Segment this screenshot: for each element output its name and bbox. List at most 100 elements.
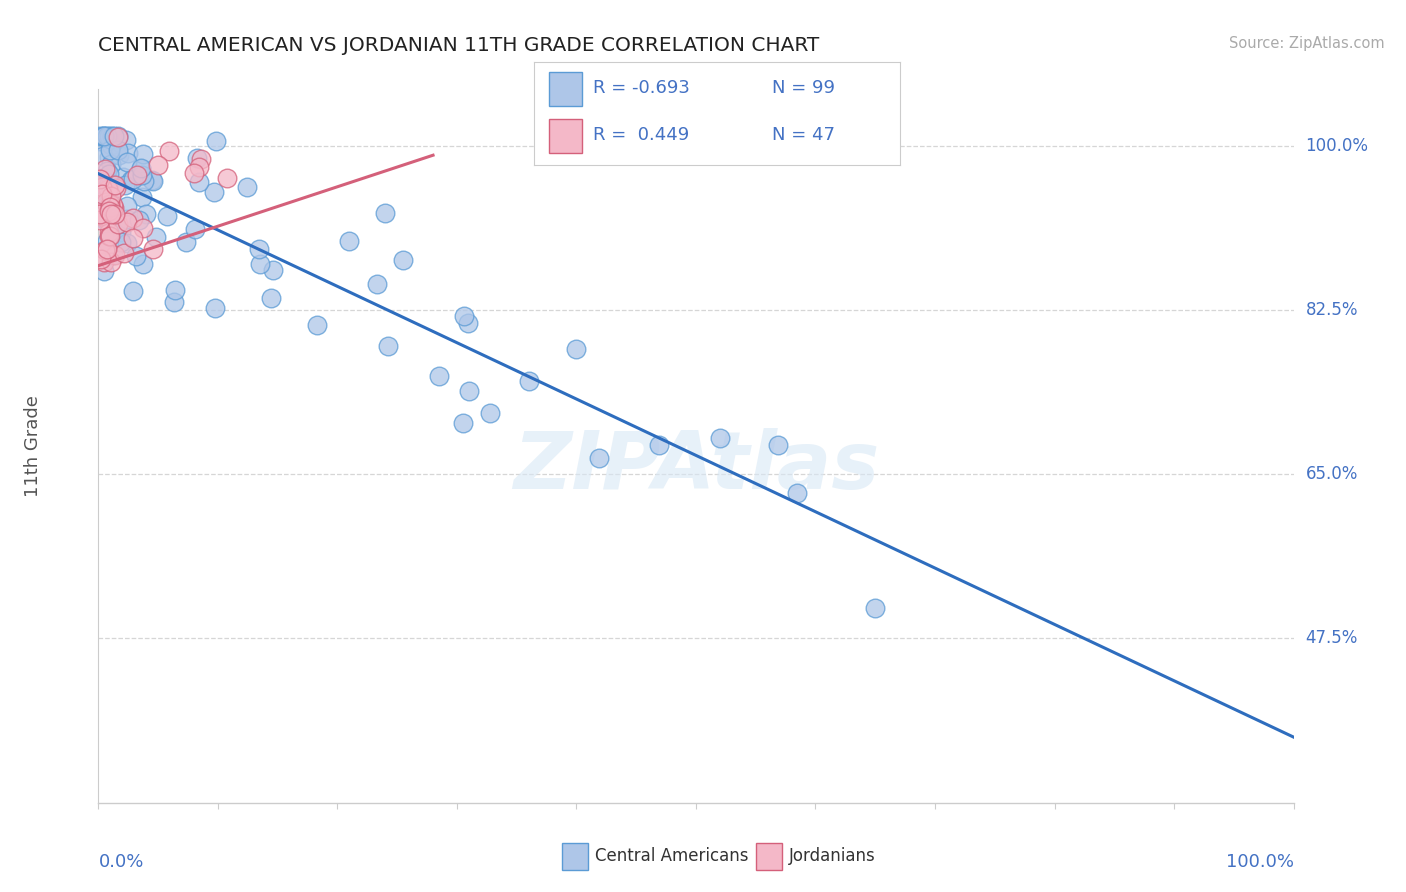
Point — [588, 451, 610, 466]
Point — [163, 283, 186, 297]
Point — [135, 207, 157, 221]
Point — [107, 143, 129, 157]
Point — [117, 215, 139, 229]
Point — [121, 231, 143, 245]
Point — [453, 309, 475, 323]
Point — [131, 161, 153, 176]
Point — [93, 264, 115, 278]
Point — [96, 212, 118, 227]
Text: 47.5%: 47.5% — [1305, 630, 1358, 648]
Point — [107, 129, 129, 144]
Text: 100.0%: 100.0% — [1305, 136, 1368, 154]
Point — [142, 242, 165, 256]
Point — [103, 198, 125, 212]
Point — [101, 203, 124, 218]
Point — [215, 170, 238, 185]
Point — [131, 190, 153, 204]
Point — [129, 161, 152, 176]
Point — [100, 157, 122, 171]
Text: Jordanians: Jordanians — [789, 847, 876, 865]
Point — [263, 263, 285, 277]
Point — [249, 257, 271, 271]
Point — [107, 217, 129, 231]
Point — [100, 207, 122, 221]
Text: R = -0.693: R = -0.693 — [593, 79, 690, 97]
Point — [98, 129, 121, 144]
Point — [142, 174, 165, 188]
Point — [478, 407, 501, 421]
Point — [339, 235, 361, 249]
Point — [648, 438, 671, 452]
Point — [97, 150, 120, 164]
Point — [260, 291, 283, 305]
Point — [103, 207, 125, 221]
Bar — [548, 71, 582, 105]
Point — [93, 129, 115, 144]
Point — [145, 230, 167, 244]
Point — [121, 172, 143, 186]
Point — [184, 222, 207, 236]
Point — [89, 171, 111, 186]
Point — [114, 178, 136, 192]
Point — [94, 192, 117, 206]
Point — [93, 255, 115, 269]
Point — [768, 438, 790, 452]
Point — [97, 225, 120, 239]
Point — [103, 201, 125, 215]
Point — [188, 175, 211, 189]
Point — [91, 179, 114, 194]
Text: N = 99: N = 99 — [772, 79, 835, 97]
Point — [93, 204, 115, 219]
Point — [97, 181, 120, 195]
Text: CENTRAL AMERICAN VS JORDANIAN 11TH GRADE CORRELATION CHART: CENTRAL AMERICAN VS JORDANIAN 11TH GRADE… — [98, 36, 820, 54]
Point — [110, 235, 132, 250]
Point — [100, 138, 122, 153]
Point — [91, 129, 114, 144]
Point — [93, 129, 115, 144]
Point — [236, 180, 259, 194]
Point — [96, 243, 118, 257]
Point — [90, 197, 112, 211]
Point — [98, 143, 121, 157]
Point — [100, 255, 122, 269]
Point — [98, 167, 121, 181]
Point — [115, 154, 138, 169]
Point — [457, 316, 479, 330]
Point — [112, 245, 135, 260]
Point — [131, 168, 153, 182]
Point — [104, 219, 127, 233]
Text: 0.0%: 0.0% — [98, 853, 143, 871]
Point — [134, 174, 156, 188]
Point — [89, 205, 111, 219]
Point — [204, 301, 226, 315]
Point — [115, 235, 138, 250]
Point — [97, 204, 120, 219]
Text: ZIPAtlas: ZIPAtlas — [513, 428, 879, 507]
Point — [98, 176, 121, 190]
Text: N = 47: N = 47 — [772, 127, 835, 145]
Point — [91, 184, 114, 198]
Point — [105, 180, 128, 194]
Point — [163, 294, 186, 309]
Point — [101, 248, 124, 262]
Point — [96, 129, 118, 144]
Point — [205, 134, 228, 148]
Point — [98, 229, 121, 244]
Point — [89, 213, 111, 227]
Point — [132, 147, 155, 161]
Point — [96, 214, 118, 228]
Point — [377, 339, 399, 353]
Point — [374, 205, 396, 219]
Point — [89, 207, 111, 221]
Point — [96, 164, 118, 178]
Point — [94, 194, 117, 209]
Point — [98, 200, 121, 214]
Point — [91, 149, 114, 163]
Point — [174, 235, 197, 249]
Point — [156, 209, 179, 223]
Point — [90, 252, 112, 267]
Point — [115, 212, 138, 227]
Point — [141, 172, 163, 186]
Point — [427, 369, 450, 384]
Point — [188, 160, 211, 174]
